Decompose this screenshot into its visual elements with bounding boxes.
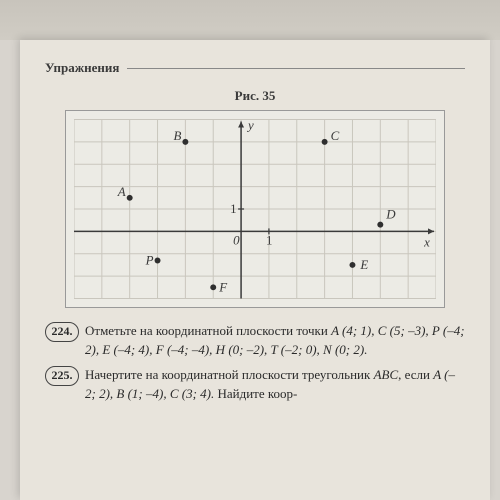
svg-text:P: P [145, 252, 154, 267]
exercise-text: Начертите на координатной плоскости треу… [85, 367, 374, 382]
svg-text:E: E [359, 257, 368, 272]
textbook-page: Упражнения Рис. 35 011xyABCDEFP 224. Отм… [20, 40, 490, 500]
svg-text:F: F [218, 279, 227, 294]
svg-text:A: A [117, 184, 126, 199]
exercise-224: 224. Отметьте на координатной плоскости … [45, 322, 465, 360]
svg-text:x: x [423, 234, 430, 249]
exercise-text: Найдите коор- [214, 386, 297, 401]
coordinate-grid: 0 1 1 x y A B C D E F P [74, 119, 436, 299]
heading-rule [127, 68, 465, 69]
svg-text:0: 0 [233, 232, 240, 247]
exercise-text: Отметьте на координатной плоскости точки [85, 323, 331, 338]
svg-text:1: 1 [230, 201, 236, 216]
exercise-body: Отметьте на координатной плоскости точки… [85, 322, 465, 360]
exercise-number: 225. [45, 366, 79, 386]
coordinate-chart: 0 1 1 x y A B C D E F P [65, 110, 445, 308]
svg-text:B: B [173, 128, 181, 143]
svg-text:D: D [385, 207, 396, 222]
exercise-list: 224. Отметьте на координатной плоскости … [45, 322, 465, 403]
exercise-number: 224. [45, 322, 79, 342]
exercise-body: Начертите на координатной плоскости треу… [85, 366, 465, 404]
section-heading: Упражнения [45, 60, 465, 76]
figure-label: Рис. 35 [45, 88, 465, 104]
svg-text:1: 1 [266, 232, 272, 247]
svg-text:C: C [331, 128, 340, 143]
triangle-name: ABC [374, 367, 399, 382]
exercise-225: 225. Начертите на координатной плоскости… [45, 366, 465, 404]
section-heading-text: Упражнения [45, 60, 119, 76]
exercise-text: , если [398, 367, 433, 382]
svg-text:y: y [246, 119, 254, 132]
